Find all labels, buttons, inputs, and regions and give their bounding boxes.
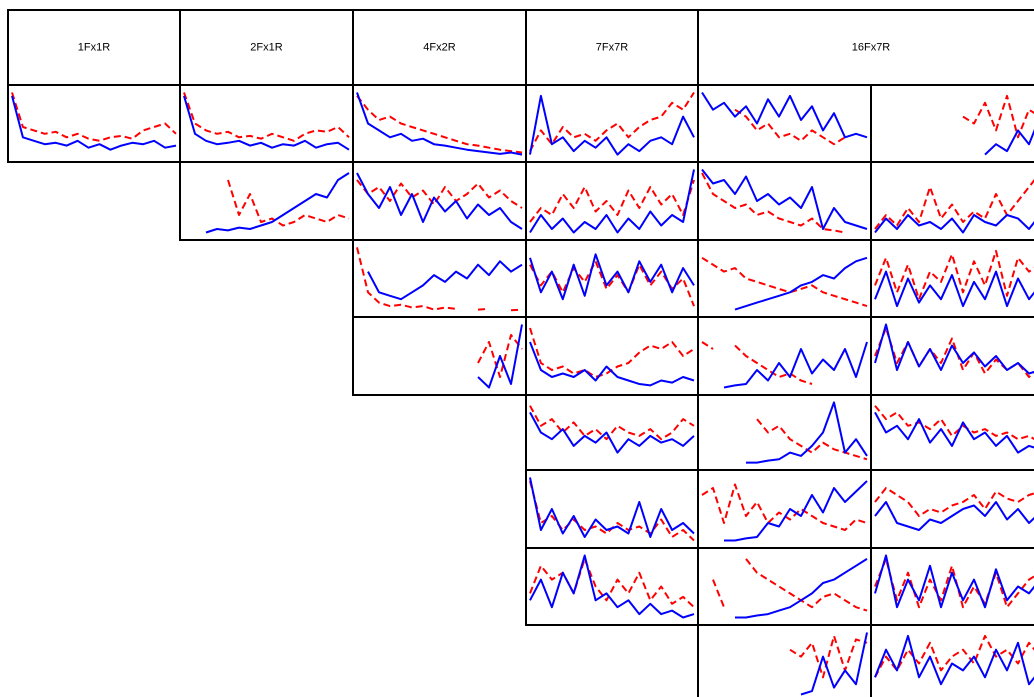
series-line xyxy=(356,95,523,154)
series-line xyxy=(205,172,350,234)
series-line xyxy=(874,249,1034,301)
series-line xyxy=(874,405,1034,441)
series-line xyxy=(874,554,1034,609)
series-line xyxy=(183,95,350,151)
series-line xyxy=(529,480,695,542)
series-line xyxy=(874,270,1034,308)
panel-frame xyxy=(870,469,1034,549)
panel-frame xyxy=(352,161,527,241)
column-header: 1Fx1R xyxy=(78,41,110,53)
series-line xyxy=(477,334,523,378)
series-line xyxy=(874,634,1034,686)
series-line xyxy=(529,554,695,619)
panel-frame xyxy=(525,84,699,163)
series-line xyxy=(356,247,523,312)
series-line xyxy=(735,558,868,619)
panel-frame xyxy=(697,624,872,697)
column-header: 16Fx7R xyxy=(852,41,891,53)
series-line xyxy=(756,418,868,461)
panel-frame xyxy=(870,547,1034,626)
panel-frame xyxy=(697,547,872,626)
panel-frame xyxy=(870,84,1034,163)
series-line xyxy=(723,341,868,389)
series-line xyxy=(529,411,695,454)
series-line xyxy=(529,91,695,152)
series-line xyxy=(529,94,695,156)
series-line xyxy=(701,172,846,234)
series-line xyxy=(984,128,1034,156)
series-line xyxy=(529,341,695,387)
column-header: 7Fx7R xyxy=(596,41,628,53)
series-line xyxy=(734,256,868,311)
series-line xyxy=(529,179,695,223)
panel-frame xyxy=(7,84,181,163)
series-line xyxy=(183,92,350,142)
series-line xyxy=(529,557,695,608)
series-line xyxy=(477,324,523,389)
series-line xyxy=(789,634,868,679)
series-line xyxy=(724,480,868,542)
series-line xyxy=(529,327,695,378)
series-line xyxy=(529,169,695,234)
panel-frame xyxy=(870,394,1034,471)
series-line xyxy=(962,94,1034,139)
panel-frame xyxy=(697,239,872,318)
series-line xyxy=(701,168,868,230)
series-line xyxy=(712,558,868,612)
series-line xyxy=(800,632,868,696)
panel-frame xyxy=(179,84,354,163)
series-line xyxy=(874,634,1034,678)
series-line xyxy=(356,92,523,156)
series-line xyxy=(356,172,523,230)
series-line xyxy=(874,411,1034,454)
panel-frame xyxy=(870,624,1034,697)
series-line xyxy=(874,323,1034,375)
series-line xyxy=(11,95,177,151)
column-header: 4Fx2R xyxy=(423,41,455,53)
series-line xyxy=(356,179,523,209)
series-line xyxy=(874,487,1034,517)
column-header: 2Fx1R xyxy=(250,41,282,53)
series-line xyxy=(874,214,1034,234)
panel-frame xyxy=(697,316,872,396)
series-line xyxy=(11,92,177,142)
panel-frame xyxy=(697,84,872,163)
series-line xyxy=(874,179,1034,230)
series-line xyxy=(367,260,523,301)
series-line xyxy=(746,401,868,464)
series-line xyxy=(734,108,846,146)
panel-frame xyxy=(697,469,872,549)
series-line xyxy=(701,256,868,308)
series-line xyxy=(874,327,1034,378)
panel-frame xyxy=(179,161,354,241)
series-line xyxy=(701,91,868,139)
series-line xyxy=(529,405,695,441)
series-line xyxy=(701,483,868,531)
series-line xyxy=(874,501,1034,531)
series-line xyxy=(529,477,695,538)
panel-frame xyxy=(525,547,699,626)
series-line xyxy=(227,179,350,227)
series-line xyxy=(529,253,695,301)
